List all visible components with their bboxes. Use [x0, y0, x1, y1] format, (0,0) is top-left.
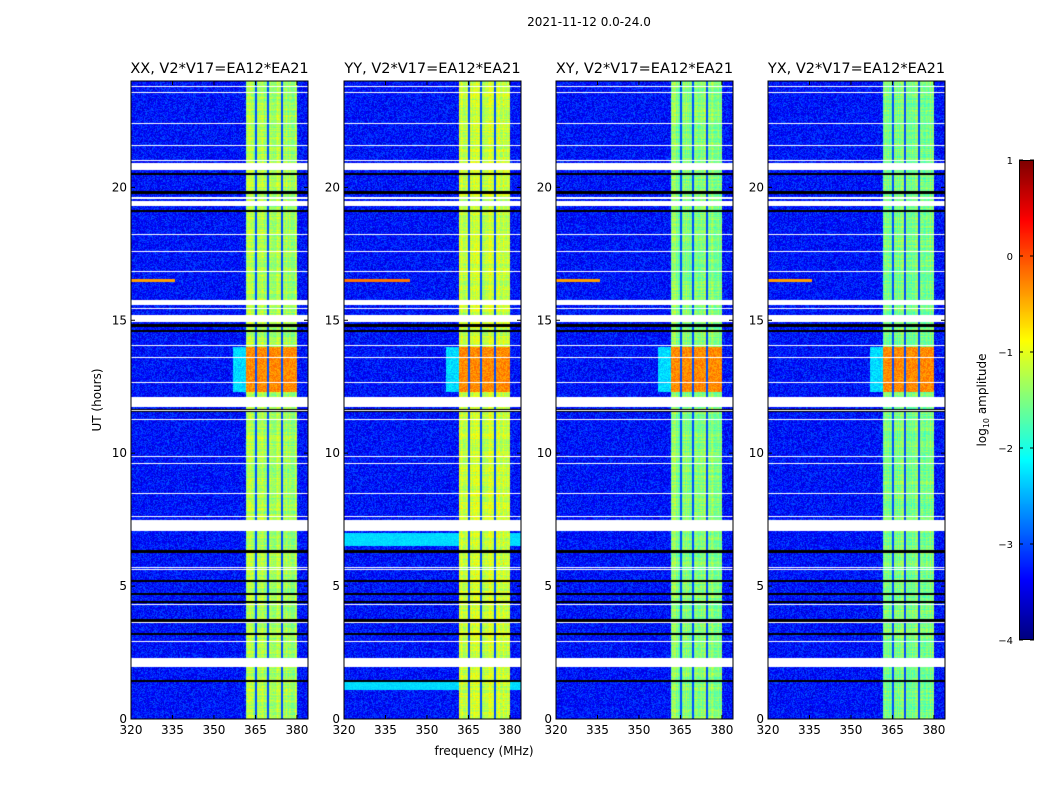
panel-title: YY, V2*V17=EA12*EA21	[343, 61, 520, 77]
panel-1: YY, V2*V17=EA12*EA21 320 335 350 365 380 0 5 10 1…	[325, 61, 522, 737]
x-tick-label: 365	[669, 723, 692, 737]
y-tick-label: 10	[749, 446, 764, 460]
x-tick-label: 365	[457, 723, 480, 737]
heatmap-xx	[131, 81, 308, 719]
axes-frame	[555, 80, 734, 720]
y-tick-label: 20	[537, 180, 552, 194]
axes-frame	[130, 80, 309, 720]
colorbar-tick-label: −1	[998, 348, 1013, 359]
x-tick-label: 335	[161, 723, 184, 737]
panel-0: XX, V2*V17=EA12*EA21 320 335 350 365 380 0 5 10 1…	[112, 61, 309, 737]
y-tick-label: 15	[112, 313, 127, 327]
panel-title: YX, V2*V17=EA12*EA21	[767, 61, 945, 77]
colorbar-tick-label: −4	[998, 636, 1013, 647]
y-tick-label: 0	[119, 712, 127, 726]
y-tick-label: 15	[537, 313, 552, 327]
y-tick-label: 15	[325, 313, 340, 327]
x-tick-label: 320	[545, 723, 568, 737]
y-tick-label: 5	[332, 579, 340, 593]
heatmap-yx	[768, 81, 945, 719]
axes-frame	[767, 80, 946, 720]
x-tick-label: 320	[120, 723, 143, 737]
y-tick-label: 20	[749, 180, 764, 194]
y-tick-label: 0	[332, 712, 340, 726]
heatmap-xy	[556, 81, 733, 719]
heatmap-yy	[344, 81, 521, 719]
colorbar	[1019, 160, 1034, 640]
y-tick-label: 20	[112, 180, 127, 194]
panel-2: XY, V2*V17=EA12*EA21 320 335 350 365 380 0 5 10 1…	[537, 61, 734, 737]
y-tick-label: 20	[325, 180, 340, 194]
x-tick-label: 335	[586, 723, 609, 737]
figure-title: 2021-11-12 0.0-24.0	[527, 15, 651, 29]
x-tick-label: 380	[498, 723, 521, 737]
x-tick-label: 320	[757, 723, 780, 737]
y-tick-label: 10	[325, 446, 340, 460]
y-tick-label: 0	[544, 712, 552, 726]
colorbar-tick-label: 1	[1007, 156, 1013, 167]
x-tick-label: 350	[628, 723, 651, 737]
panel-3: YX, V2*V17=EA12*EA21 320 335 350 365 380 0 5 10 1…	[749, 61, 946, 737]
x-tick-label: 380	[922, 723, 945, 737]
y-axis-label: UT (hours)	[90, 368, 104, 431]
x-tick-label: 350	[416, 723, 439, 737]
colorbar-tick-label: −2	[998, 444, 1013, 455]
panel-title: XY, V2*V17=EA12*EA21	[556, 61, 733, 77]
x-tick-label: 365	[244, 723, 267, 737]
colorbar-tick-label: 0	[1007, 252, 1013, 263]
axes-frame	[343, 80, 522, 720]
x-tick-label: 380	[710, 723, 733, 737]
colorbar-label: log10 amplitude	[975, 354, 991, 447]
x-tick-label: 335	[374, 723, 397, 737]
colorbar-tick-label: −3	[998, 540, 1013, 551]
y-tick-label: 10	[112, 446, 127, 460]
x-tick-label: 320	[333, 723, 356, 737]
x-tick-label: 350	[203, 723, 226, 737]
y-tick-label: 0	[756, 712, 764, 726]
y-tick-label: 5	[756, 579, 764, 593]
x-tick-label: 335	[798, 723, 821, 737]
x-axis-label: frequency (MHz)	[434, 744, 533, 758]
y-tick-label: 10	[537, 446, 552, 460]
panel-title: XX, V2*V17=EA12*EA21	[130, 61, 308, 77]
y-tick-label: 5	[119, 579, 127, 593]
y-tick-label: 15	[749, 313, 764, 327]
x-tick-label: 380	[285, 723, 308, 737]
y-tick-label: 5	[544, 579, 552, 593]
x-tick-label: 350	[840, 723, 863, 737]
x-tick-label: 365	[881, 723, 904, 737]
